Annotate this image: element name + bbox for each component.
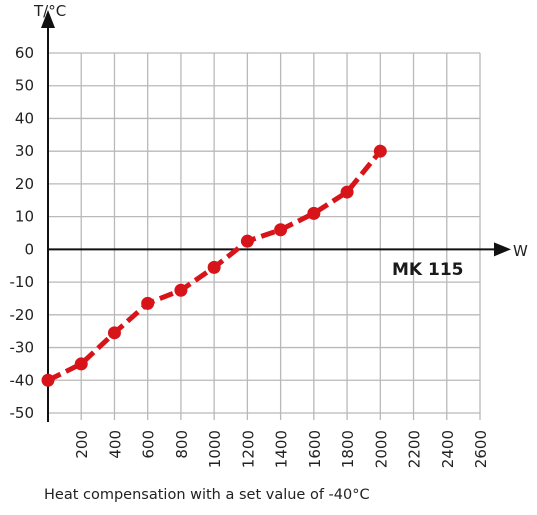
- x-tick-label: 1600: [306, 430, 324, 468]
- data-point: [174, 283, 188, 297]
- x-tick-label: 2200: [406, 430, 424, 468]
- axes: [41, 10, 511, 422]
- y-tick-label: 50: [15, 77, 34, 95]
- data-point: [307, 206, 321, 220]
- x-axis-arrow-icon: [494, 242, 511, 257]
- y-tick-labels: 60 50 40 30 20 10 0 -10 -20 -30 -40 -50: [10, 44, 35, 422]
- y-tick-label: -40: [10, 371, 35, 389]
- x-tick-label: 1400: [273, 430, 291, 468]
- x-tick-label: 400: [106, 430, 124, 459]
- y-tick-label: -30: [10, 339, 35, 357]
- x-tick-label: 2000: [372, 430, 390, 468]
- data-point: [240, 234, 254, 248]
- y-tick-label: -20: [10, 306, 35, 324]
- x-tick-label: 200: [73, 430, 91, 459]
- data-point: [340, 185, 354, 199]
- x-tick-label: 1200: [239, 430, 257, 468]
- data-point: [373, 144, 387, 158]
- data-point: [41, 373, 55, 387]
- data-point: [107, 326, 121, 340]
- chart-caption: Heat compensation with a set value of -4…: [44, 487, 370, 503]
- y-tick-label: 40: [15, 109, 34, 127]
- y-tick-label: 10: [15, 208, 34, 226]
- x-tick-label: 2600: [472, 430, 490, 468]
- y-tick-label: -10: [10, 273, 35, 291]
- x-axis-title: W: [513, 242, 528, 260]
- x-tick-label: 2400: [439, 430, 457, 468]
- y-tick-label: 60: [15, 44, 34, 62]
- y-tick-label: 30: [15, 142, 34, 160]
- y-axis-title: T/°C: [33, 2, 66, 20]
- x-tick-label: 800: [173, 430, 191, 459]
- x-tick-labels: 200 400 600 800 1000 1200 1400 1600 1800 2000 2200…: [73, 430, 490, 468]
- x-tick-label: 600: [140, 430, 158, 459]
- data-point: [141, 296, 155, 310]
- y-tick-label: 0: [24, 240, 34, 258]
- grid: [48, 52, 481, 420]
- data-point: [74, 357, 88, 371]
- x-tick-label: 1800: [339, 430, 357, 468]
- y-axis-arrow-icon: [41, 10, 55, 28]
- data-point: [274, 223, 288, 237]
- data-point: [207, 260, 221, 274]
- y-tick-label: 20: [15, 175, 34, 193]
- data-series: [41, 144, 387, 387]
- y-tick-label: -50: [10, 404, 35, 422]
- x-tick-label: 1000: [206, 430, 224, 468]
- chart-annotation: MK 115: [392, 260, 464, 280]
